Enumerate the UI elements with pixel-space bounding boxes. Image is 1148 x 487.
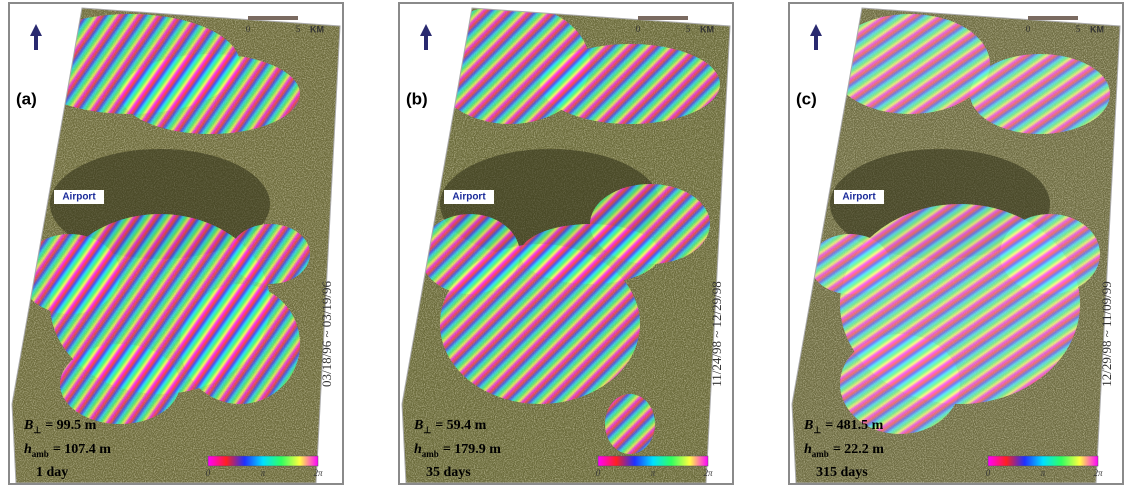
bright-area bbox=[230, 224, 310, 284]
panel-label: (c) bbox=[796, 89, 817, 108]
scale-end: 5 bbox=[1076, 24, 1081, 34]
panel-label: (a) bbox=[16, 89, 37, 108]
bright-area bbox=[970, 54, 1110, 134]
panel-label: (b) bbox=[406, 89, 428, 108]
bright-area bbox=[520, 224, 660, 284]
colorbar-label: π bbox=[261, 468, 266, 478]
value: = 107.4 m bbox=[53, 442, 111, 457]
scale-end: 5 bbox=[296, 24, 301, 34]
colorbar-label: 0 bbox=[986, 468, 991, 478]
north-arrow bbox=[810, 24, 822, 50]
colorbar-label: 2π bbox=[1093, 468, 1103, 478]
date-range: 12/29/98 ~ 11/09/99 bbox=[1099, 281, 1114, 387]
interval: 1 day bbox=[36, 465, 68, 480]
imagery bbox=[10, 4, 342, 483]
symbol: B bbox=[413, 418, 423, 433]
interval: 35 days bbox=[426, 465, 471, 480]
symbol: B bbox=[23, 418, 33, 433]
symbol: h bbox=[414, 442, 422, 457]
colorbar bbox=[208, 456, 318, 466]
bright-area bbox=[830, 14, 990, 114]
colorbar-label: π bbox=[1041, 468, 1046, 478]
value: = 22.2 m bbox=[833, 442, 884, 457]
value: = 179.9 m bbox=[443, 442, 501, 457]
north-arrow bbox=[30, 24, 42, 50]
colorbar-label: 2π bbox=[703, 468, 713, 478]
subscript: ⊥ bbox=[813, 425, 821, 435]
colorbar-label: π bbox=[651, 468, 656, 478]
airport-label: Airport bbox=[62, 192, 96, 203]
figure: {"panels": [ {"label": "(a)", "airport":… bbox=[0, 0, 1148, 487]
colorbar bbox=[988, 456, 1098, 466]
scale-start: 0 bbox=[246, 24, 251, 34]
symbol: B bbox=[803, 418, 813, 433]
scale-unit: KM bbox=[700, 24, 714, 34]
colorbar-label: 0 bbox=[206, 468, 211, 478]
airport-label: Airport bbox=[452, 192, 486, 203]
bright-area bbox=[60, 344, 180, 424]
colorbar-label: 0 bbox=[596, 468, 601, 478]
airport-label: Airport bbox=[842, 192, 876, 203]
scale-bar bbox=[248, 16, 298, 20]
north-arrow bbox=[420, 24, 432, 50]
date-range: 11/24/98 ~ 12/29/98 bbox=[709, 281, 724, 387]
colorbar-label: 2π bbox=[313, 468, 323, 478]
colorbar bbox=[598, 456, 708, 466]
bright-area bbox=[605, 394, 655, 454]
scale-bar bbox=[638, 16, 688, 20]
scale-start: 0 bbox=[1026, 24, 1031, 34]
panel: (b) Airport 0 5 KM 11/24/98 ~ 12/29/98 B⊥ = 59.… bbox=[398, 2, 734, 485]
bright-area bbox=[540, 44, 720, 124]
bright-area bbox=[180, 284, 300, 404]
scale-start: 0 bbox=[636, 24, 641, 34]
scale-unit: KM bbox=[1090, 24, 1104, 34]
panel-image: (a) Airport 0 5 KM 03/18/96 ~ 03/19/96 B⊥ = 99.… bbox=[10, 4, 342, 483]
subscript: amb bbox=[812, 449, 829, 459]
scale-unit: KM bbox=[310, 24, 324, 34]
subscript: amb bbox=[32, 449, 49, 459]
value: = 481.5 m bbox=[825, 418, 883, 433]
scale-bar bbox=[1028, 16, 1078, 20]
bright-area bbox=[120, 54, 300, 134]
panel: (c) Airport 0 5 KM 12/29/98 ~ 11/09/99 B⊥ = 481… bbox=[788, 2, 1124, 485]
bright-area bbox=[1000, 214, 1100, 294]
imagery bbox=[400, 4, 732, 483]
panel-image: (c) Airport 0 5 KM 12/29/98 ~ 11/09/99 B⊥ = 481… bbox=[790, 4, 1122, 483]
date-range: 03/18/96 ~ 03/19/96 bbox=[319, 281, 334, 387]
subscript: amb bbox=[422, 449, 439, 459]
scale-end: 5 bbox=[686, 24, 691, 34]
symbol: h bbox=[24, 442, 32, 457]
subscript: ⊥ bbox=[423, 425, 431, 435]
panel-image: (b) Airport 0 5 KM 11/24/98 ~ 12/29/98 B⊥ = 59.… bbox=[400, 4, 732, 483]
value: = 59.4 m bbox=[435, 418, 486, 433]
imagery bbox=[790, 4, 1122, 483]
panel: (a) Airport 0 5 KM 03/18/96 ~ 03/19/96 B⊥ = 99.… bbox=[8, 2, 344, 485]
interval: 315 days bbox=[816, 465, 868, 480]
value: = 99.5 m bbox=[45, 418, 96, 433]
subscript: ⊥ bbox=[33, 425, 41, 435]
symbol: h bbox=[804, 442, 812, 457]
